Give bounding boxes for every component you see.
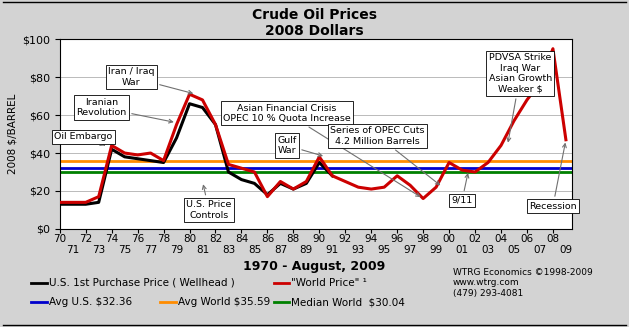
Text: Recession: Recession xyxy=(529,144,577,211)
Text: 99: 99 xyxy=(430,245,443,255)
Text: WTRG Economics ©1998-2009
www.wtrg.com
(479) 293-4081: WTRG Economics ©1998-2009 www.wtrg.com (… xyxy=(453,268,593,298)
Text: 01: 01 xyxy=(455,245,469,255)
Text: 07: 07 xyxy=(533,245,547,255)
Text: 75: 75 xyxy=(118,245,131,255)
Text: Crude Oil Prices
2008 Dollars: Crude Oil Prices 2008 Dollars xyxy=(252,8,377,38)
Text: 87: 87 xyxy=(274,245,287,255)
Text: 97: 97 xyxy=(404,245,417,255)
Text: 05: 05 xyxy=(508,245,521,255)
Text: 85: 85 xyxy=(248,245,261,255)
Text: 9/11: 9/11 xyxy=(452,174,473,205)
Text: U.S. Price
Controls: U.S. Price Controls xyxy=(186,185,231,220)
Text: Iran / Iraq
War: Iran / Iraq War xyxy=(108,67,192,94)
Text: "World Price" ¹: "World Price" ¹ xyxy=(291,278,367,288)
Text: PDVSA Strike
Iraq War
Asian Growth
Weaker $: PDVSA Strike Iraq War Asian Growth Weake… xyxy=(489,53,552,142)
Text: Series of OPEC Cuts
4.2 Million Barrels: Series of OPEC Cuts 4.2 Million Barrels xyxy=(330,126,440,185)
Text: Avg World $35.59: Avg World $35.59 xyxy=(178,298,270,307)
Text: Iranian
Revolution: Iranian Revolution xyxy=(76,98,172,123)
Text: Avg U.S. $32.36: Avg U.S. $32.36 xyxy=(49,298,132,307)
Text: 83: 83 xyxy=(222,245,235,255)
Text: 79: 79 xyxy=(170,245,183,255)
Text: Oil Embargo: Oil Embargo xyxy=(54,132,112,146)
Text: 95: 95 xyxy=(377,245,391,255)
Text: 71: 71 xyxy=(66,245,79,255)
Text: U.S. 1st Purchase Price ( Wellhead ): U.S. 1st Purchase Price ( Wellhead ) xyxy=(49,278,235,288)
Text: Median World  $30.04: Median World $30.04 xyxy=(291,298,405,307)
Text: 03: 03 xyxy=(481,245,494,255)
Text: 1970 - August, 2009: 1970 - August, 2009 xyxy=(243,260,386,273)
Text: 91: 91 xyxy=(326,245,339,255)
Text: 73: 73 xyxy=(92,245,105,255)
Text: 77: 77 xyxy=(144,245,157,255)
Text: 89: 89 xyxy=(299,245,313,255)
Text: 93: 93 xyxy=(352,245,365,255)
Text: Gulf
War: Gulf War xyxy=(277,136,322,156)
Y-axis label: 2008 $/BARREL: 2008 $/BARREL xyxy=(8,94,18,174)
Text: 09: 09 xyxy=(559,245,572,255)
Text: 81: 81 xyxy=(196,245,209,255)
Text: Asian Financial Crisis
OPEC 10 % Quota Increase: Asian Financial Crisis OPEC 10 % Quota I… xyxy=(223,104,420,197)
